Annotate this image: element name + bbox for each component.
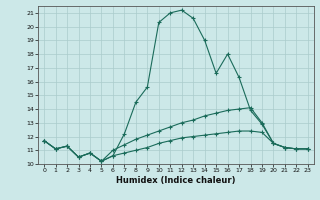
- X-axis label: Humidex (Indice chaleur): Humidex (Indice chaleur): [116, 176, 236, 185]
